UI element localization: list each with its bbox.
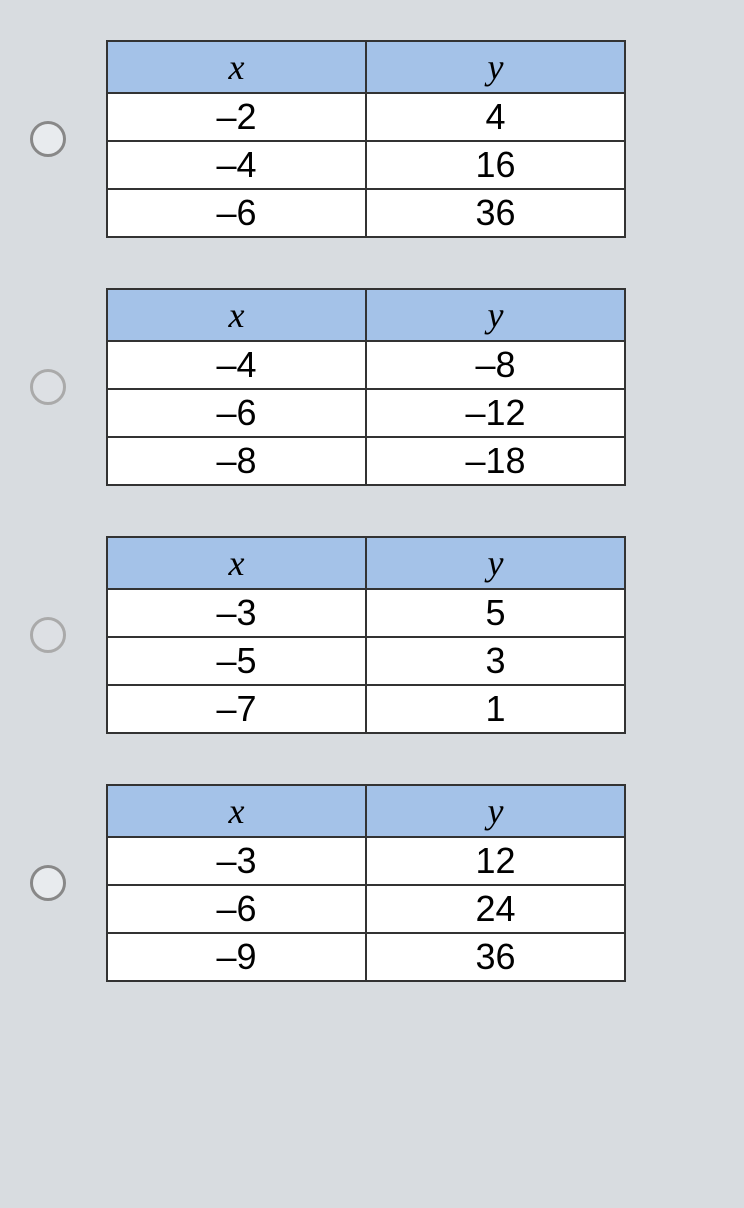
radio-button-1[interactable] (30, 121, 66, 157)
col-header-y: y (366, 289, 625, 341)
table-3: x y –3 5 –5 3 –7 1 (106, 536, 626, 734)
table-row: –6 36 (107, 189, 625, 237)
option-4[interactable]: x y –3 12 –6 24 –9 36 (20, 784, 724, 982)
col-header-y: y (366, 41, 625, 93)
radio-button-3[interactable] (30, 617, 66, 653)
table-row: –7 1 (107, 685, 625, 733)
table-1: x y –2 4 –4 16 –6 36 (106, 40, 626, 238)
option-1[interactable]: x y –2 4 –4 16 –6 36 (20, 40, 724, 238)
table-row: –2 4 (107, 93, 625, 141)
table-row: –6 24 (107, 885, 625, 933)
table-row: –5 3 (107, 637, 625, 685)
table-row: –4 16 (107, 141, 625, 189)
col-header-y: y (366, 537, 625, 589)
table-4: x y –3 12 –6 24 –9 36 (106, 784, 626, 982)
col-header-x: x (107, 537, 366, 589)
table-row: –4 –8 (107, 341, 625, 389)
table-row: –9 36 (107, 933, 625, 981)
table-row: –3 5 (107, 589, 625, 637)
col-header-x: x (107, 289, 366, 341)
col-header-y: y (366, 785, 625, 837)
option-2[interactable]: x y –4 –8 –6 –12 –8 –18 (20, 288, 724, 486)
radio-button-4[interactable] (30, 865, 66, 901)
option-3[interactable]: x y –3 5 –5 3 –7 1 (20, 536, 724, 734)
col-header-x: x (107, 785, 366, 837)
table-row: –3 12 (107, 837, 625, 885)
col-header-x: x (107, 41, 366, 93)
table-row: –8 –18 (107, 437, 625, 485)
table-2: x y –4 –8 –6 –12 –8 –18 (106, 288, 626, 486)
table-row: –6 –12 (107, 389, 625, 437)
radio-button-2[interactable] (30, 369, 66, 405)
